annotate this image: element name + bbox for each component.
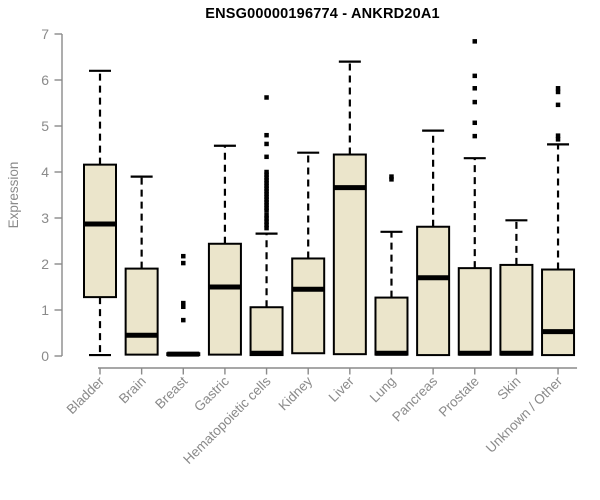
outlier-point — [472, 133, 478, 139]
x-tick-label-lung: Lung — [367, 374, 399, 406]
iqr-box — [249, 306, 284, 357]
outlier-point — [264, 216, 269, 221]
outlier-point — [264, 219, 269, 224]
outlier-point — [264, 225, 269, 231]
outlier-point — [389, 177, 394, 182]
iqr-box — [124, 267, 159, 356]
outlier-point — [264, 189, 269, 194]
boxplot-pancreas — [416, 129, 451, 357]
outlier-point — [264, 186, 269, 191]
outlier-point — [264, 132, 269, 138]
outlier-point — [264, 180, 269, 186]
outlier-point — [264, 191, 269, 197]
outlier-point — [264, 200, 269, 205]
outlier-point — [472, 120, 478, 126]
iqr-box — [457, 267, 492, 356]
x-tick-label-prostate: Prostate — [436, 374, 482, 420]
iqr-box — [291, 257, 326, 355]
outlier-point — [555, 133, 561, 138]
outlier-point — [264, 154, 269, 160]
y-tick-label: 1 — [41, 302, 49, 318]
iqr-box — [416, 225, 451, 357]
outlier-point — [472, 99, 478, 105]
x-tick-label-brain: Brain — [116, 374, 149, 407]
boxplot-prostate — [457, 39, 492, 356]
y-tick-label: 2 — [41, 256, 49, 272]
iqr-box — [83, 163, 117, 299]
iqr-box — [332, 153, 367, 356]
y-tick-label: 7 — [41, 26, 49, 42]
y-tick-label: 5 — [41, 118, 49, 134]
outlier-point — [555, 102, 561, 108]
outlier-point — [555, 86, 561, 91]
boxplot-breast — [166, 253, 201, 357]
outlier-point — [264, 141, 269, 147]
iqr-box — [207, 242, 242, 356]
x-tick-label-skin: Skin — [494, 374, 523, 403]
chart-title: ENSG00000196774 - ANKRD20A1 — [205, 6, 440, 22]
iqr-box — [499, 263, 534, 356]
y-tick-label: 4 — [41, 164, 49, 180]
outlier-point — [181, 304, 186, 310]
outlier-point — [181, 260, 186, 266]
y-tick-label: 6 — [41, 72, 49, 88]
iqr-box — [541, 268, 576, 357]
x-tick-label-unknown-other: Unknown / Other — [483, 373, 566, 456]
outlier-point — [264, 178, 269, 183]
outlier-point — [264, 197, 269, 202]
boxplot-gastric — [207, 144, 242, 356]
x-tick-label-liver: Liver — [326, 373, 358, 405]
outlier-point — [264, 194, 269, 200]
y-axis: 0 1 2 3 4 5 6 7 — [41, 26, 63, 364]
boxplot-kidney — [291, 151, 326, 355]
x-tick-label-breast: Breast — [152, 373, 190, 411]
outlier-point — [264, 183, 269, 189]
boxplot-hematopoietic-cells — [249, 95, 284, 357]
x-tick-label-gastric: Gastric — [191, 373, 232, 414]
outlier-point — [264, 212, 269, 218]
outlier-point — [264, 175, 269, 180]
outlier-point — [181, 317, 186, 323]
y-tick-label: 3 — [41, 210, 49, 226]
boxplot-lung — [374, 174, 409, 356]
x-tick-label-kidney: Kidney — [276, 373, 316, 413]
outlier-point — [264, 205, 269, 211]
x-tick-label-pancreas: Pancreas — [389, 373, 440, 424]
boxplot-bladder — [83, 69, 117, 357]
outlier-point — [555, 89, 561, 95]
outlier-point — [181, 300, 186, 306]
x-tick-label-bladder: Bladder — [64, 373, 108, 417]
outlier-point — [264, 172, 269, 178]
outlier-point — [472, 39, 478, 44]
outlier-point — [472, 73, 478, 79]
outlier-point — [264, 222, 269, 228]
boxplot-brain — [124, 175, 159, 356]
boxplot-liver — [332, 60, 367, 356]
boxplot-skin — [499, 219, 534, 356]
outlier-point — [472, 86, 478, 91]
outlier-point — [264, 202, 269, 208]
iqr-box — [374, 296, 409, 356]
outlier-point — [555, 137, 561, 142]
boxplot-unknown-other — [541, 86, 576, 357]
outlier-point — [264, 208, 269, 213]
y-tick-label: 0 — [41, 348, 49, 364]
outlier-point — [389, 174, 394, 179]
outlier-point — [264, 95, 269, 100]
outlier-point — [181, 253, 186, 259]
outlier-point — [264, 169, 269, 175]
